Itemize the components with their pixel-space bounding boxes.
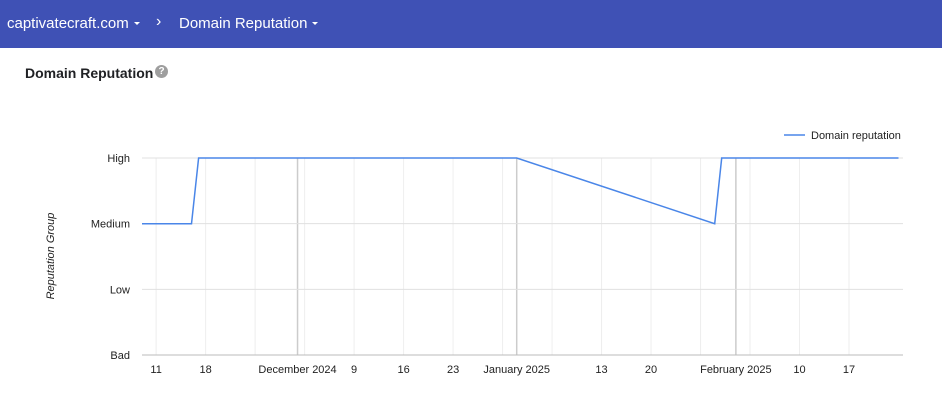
page-title: Domain Reputation bbox=[25, 65, 154, 81]
chart-axes: Bad Low Medium High Reputation Group 11 18 Dece… bbox=[45, 153, 855, 376]
y-axis-title: Reputation Group bbox=[45, 213, 57, 300]
x-tick-label: 23 bbox=[447, 364, 459, 376]
y-tick-label: High bbox=[107, 153, 130, 165]
chart-series bbox=[142, 157, 899, 225]
y-tick-label: Bad bbox=[110, 350, 130, 362]
domain-selector-label: captivatecraft.com bbox=[7, 15, 129, 32]
legend-label: Domain reputation bbox=[811, 130, 901, 142]
x-tick-label: December 2024 bbox=[258, 364, 336, 376]
chart-legend: Domain reputation bbox=[784, 130, 901, 142]
x-tick-label: 20 bbox=[645, 364, 657, 376]
y-tick-label: Low bbox=[110, 284, 130, 296]
x-tick-label: 17 bbox=[843, 364, 855, 376]
y-tick-label: Medium bbox=[91, 219, 130, 231]
x-tick-label: 10 bbox=[793, 364, 805, 376]
help-icon[interactable]: ? bbox=[155, 65, 168, 78]
page-selector[interactable]: Domain Reputation bbox=[179, 15, 319, 32]
x-tick-label: 18 bbox=[200, 364, 212, 376]
series-line bbox=[142, 157, 899, 225]
chart-grid bbox=[142, 157, 903, 356]
x-tick-label: February 2025 bbox=[700, 364, 772, 376]
top-app-bar: captivatecraft.com › Domain Reputation bbox=[0, 0, 942, 48]
chevron-right-icon: › bbox=[156, 13, 162, 30]
x-tick-label: 9 bbox=[351, 364, 357, 376]
x-tick-label: 13 bbox=[595, 364, 607, 376]
caret-down-icon bbox=[312, 22, 319, 25]
x-tick-label: 11 bbox=[150, 364, 161, 376]
page-selector-label: Domain Reputation bbox=[179, 15, 308, 32]
domain-selector[interactable]: captivatecraft.com bbox=[7, 15, 140, 32]
x-tick-label: January 2025 bbox=[483, 364, 550, 376]
caret-down-icon bbox=[133, 22, 140, 25]
x-tick-label: 16 bbox=[397, 364, 409, 376]
